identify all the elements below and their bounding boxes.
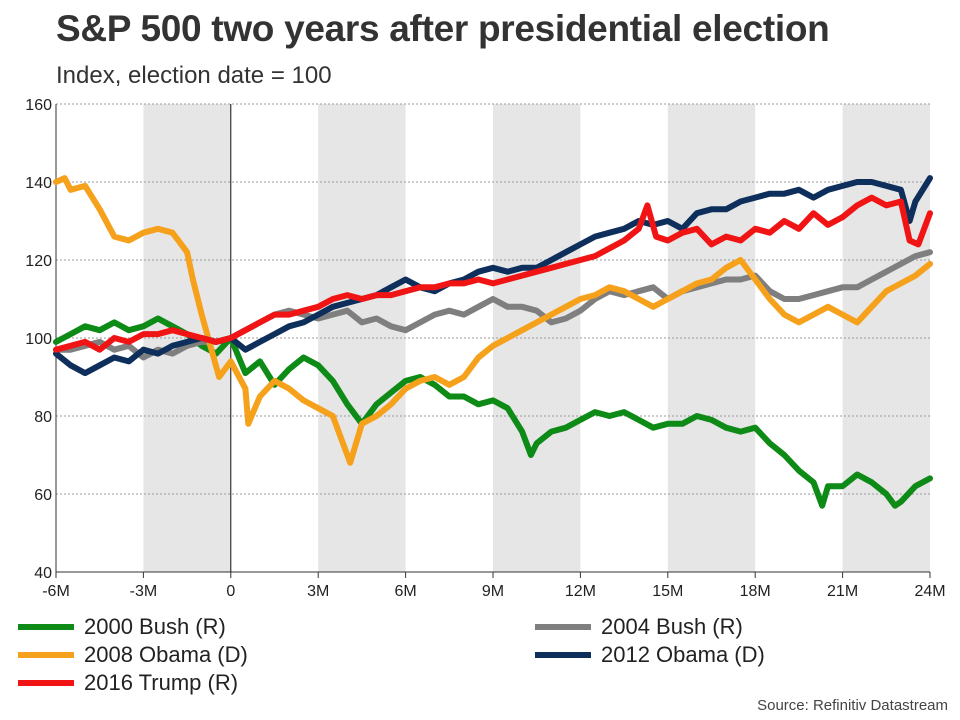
y-tick-label: 60 [34,487,52,504]
y-tick-label: 40 [34,565,52,582]
y-tick-label: 160 [25,97,52,114]
legend-swatch [18,680,74,686]
legend-item-2012-obama: 2012 Obama (D) [535,642,765,668]
legend-swatch [18,624,74,630]
legend-swatch [535,624,591,630]
legend-label: 2008 Obama (D) [84,642,248,667]
x-tick-label: 9M [482,583,504,600]
x-tick-label: 12M [565,583,596,600]
y-tick-label: 120 [25,253,52,270]
series-line-2008-obama-d [53,175,933,466]
chart-title: S&P 500 two years after presidential ele… [56,8,830,49]
x-tick-label: -6M [42,583,70,600]
y-tick-label: 140 [25,175,52,192]
x-tick-label: 0 [226,583,235,600]
chart-subtitle: Index, election date = 100 [56,62,332,89]
y-tick-label: 100 [25,331,52,348]
x-tick-label: 18M [740,583,771,600]
legend-label: 2000 Bush (R) [84,614,226,639]
x-tick-label: 24M [914,583,945,600]
legend-item-2016-trump: 2016 Trump (R) [18,670,238,696]
y-tick-label: 80 [34,409,52,426]
legend-label: 2004 Bush (R) [601,614,743,639]
legend-label: 2012 Obama (D) [601,642,765,667]
x-tick-label: 3M [307,583,329,600]
series-line-2016-trump-r [53,194,933,353]
legend-item-2000-bush: 2000 Bush (R) [18,614,226,640]
source-note: Source: Refinitiv Datastream [757,697,948,714]
x-tick-label: 21M [827,583,858,600]
x-tick-label: -3M [130,583,158,600]
legend-item-2008-obama: 2008 Obama (D) [18,642,248,668]
legend-swatch [18,652,74,658]
series-line-2004-bush-r [53,249,933,361]
x-tick-label: 15M [652,583,683,600]
x-tick-label: 6M [394,583,416,600]
legend-item-2004-bush: 2004 Bush (R) [535,614,743,640]
legend-label: 2016 Trump (R) [84,670,239,695]
legend-swatch [535,652,591,658]
